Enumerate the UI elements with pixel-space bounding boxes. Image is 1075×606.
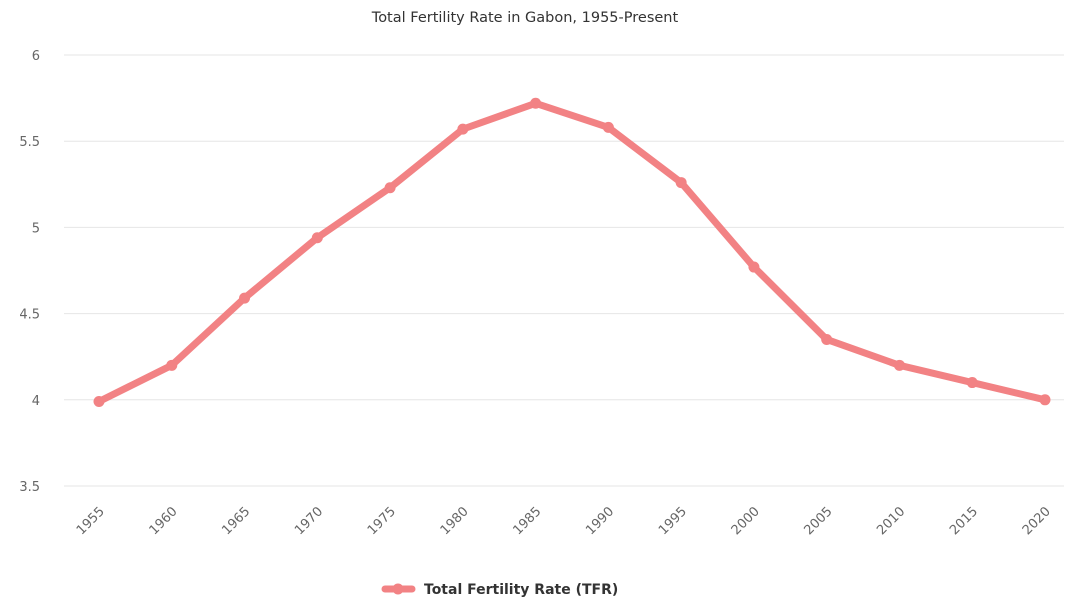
x-tick-label: 1965 xyxy=(219,504,253,538)
x-tick-label: 1955 xyxy=(74,504,108,538)
x-tick-label: 2010 xyxy=(874,504,908,538)
x-tick-label: 2015 xyxy=(947,504,981,538)
data-point[interactable] xyxy=(1039,394,1051,406)
data-point[interactable] xyxy=(966,377,978,389)
y-tick-label: 4 xyxy=(32,394,40,409)
x-tick-label: 2020 xyxy=(1020,504,1054,538)
data-point[interactable] xyxy=(602,121,614,133)
y-tick-label: 5 xyxy=(32,221,40,236)
legend[interactable]: Total Fertility Rate (TFR) xyxy=(381,582,618,598)
y-axis: 3.5 4 4.5 5 5.5 6 xyxy=(19,49,40,495)
series-layer xyxy=(93,97,1051,408)
y-tick-label: 3.5 xyxy=(19,480,40,495)
x-tick-label: 1980 xyxy=(438,504,472,538)
data-point[interactable] xyxy=(239,292,251,304)
data-point[interactable] xyxy=(384,182,396,194)
y-tick-label: 5.5 xyxy=(19,135,40,150)
y-tick-label: 6 xyxy=(32,49,40,64)
data-point[interactable] xyxy=(748,261,760,273)
x-tick-label: 2005 xyxy=(802,504,836,538)
x-tick-label: 1990 xyxy=(583,504,617,538)
data-point[interactable] xyxy=(675,177,687,189)
grid-lines xyxy=(64,54,1064,487)
x-tick-label: 1995 xyxy=(656,504,690,538)
x-tick-label: 1985 xyxy=(510,504,544,538)
x-tick-label: 1960 xyxy=(147,504,181,538)
data-point[interactable] xyxy=(311,232,323,244)
legend-label: Total Fertility Rate (TFR) xyxy=(424,582,618,598)
x-tick-label: 1975 xyxy=(365,504,399,538)
data-point[interactable] xyxy=(893,359,905,371)
data-point[interactable] xyxy=(166,359,178,371)
legend-marker-swatch xyxy=(392,583,404,595)
data-point[interactable] xyxy=(821,333,833,345)
y-tick-label: 4.5 xyxy=(19,308,40,323)
data-point[interactable] xyxy=(530,97,542,109)
x-tick-label: 2000 xyxy=(729,504,763,538)
series-line[interactable] xyxy=(95,99,1049,406)
data-point[interactable] xyxy=(93,396,105,408)
x-tick-label: 1970 xyxy=(292,504,326,538)
x-axis: 1955 1960 1965 1970 1975 1980 1985 1990 1995 2000… xyxy=(74,504,1054,538)
chart-title: Total Fertility Rate in Gabon, 1955-Pres… xyxy=(371,10,679,26)
data-point[interactable] xyxy=(457,123,469,135)
